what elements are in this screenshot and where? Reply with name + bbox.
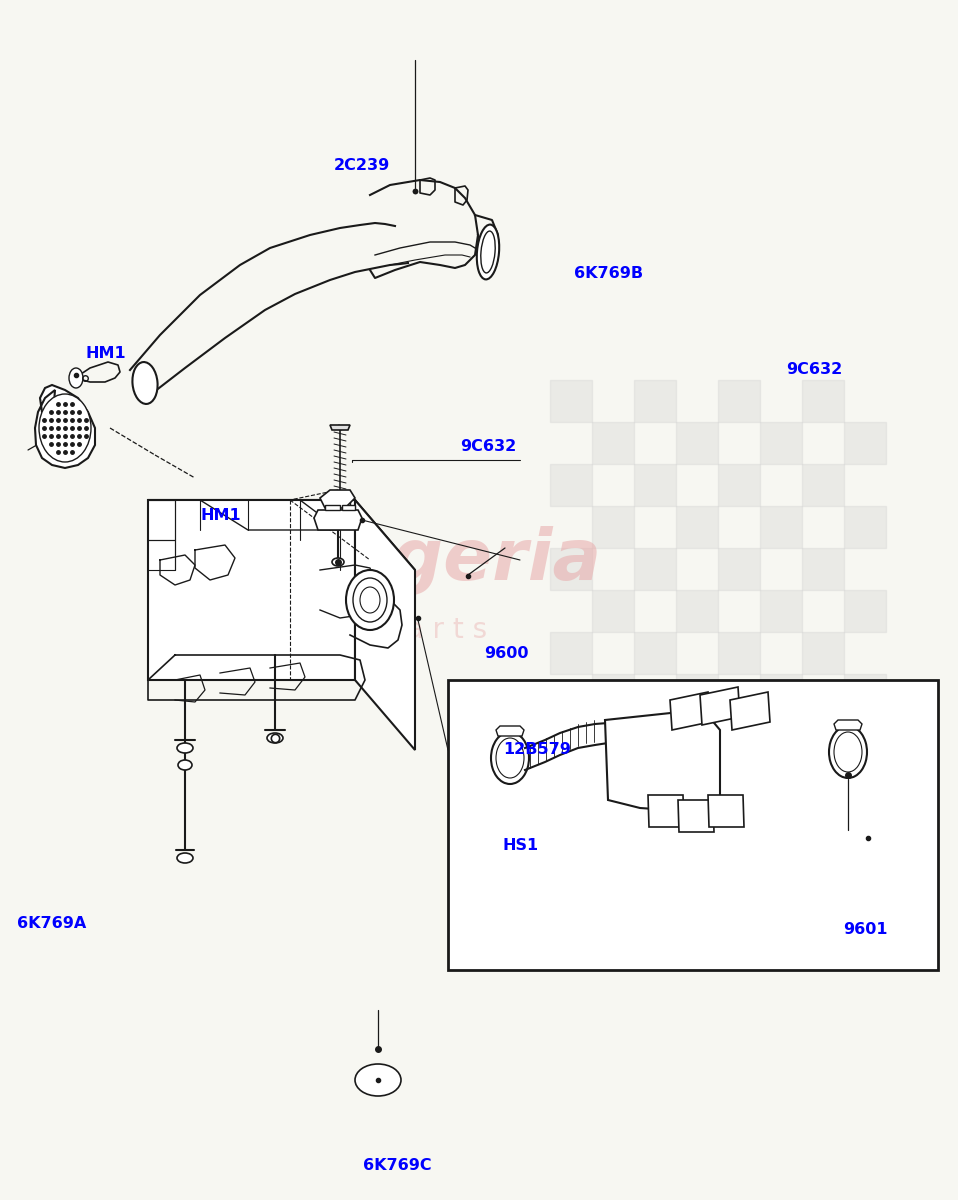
Bar xyxy=(844,674,886,716)
Bar xyxy=(550,464,592,506)
Bar xyxy=(760,590,802,632)
Bar xyxy=(592,422,634,464)
Polygon shape xyxy=(342,505,355,510)
Bar xyxy=(802,548,844,590)
Bar xyxy=(676,674,718,716)
Bar xyxy=(760,506,802,548)
Text: 6K769B: 6K769B xyxy=(574,266,643,281)
Polygon shape xyxy=(355,500,415,750)
Bar xyxy=(844,422,886,464)
Bar xyxy=(718,548,760,590)
Ellipse shape xyxy=(477,224,499,280)
Ellipse shape xyxy=(361,1068,395,1092)
Bar xyxy=(550,632,592,674)
Bar xyxy=(592,506,634,548)
Bar xyxy=(676,590,718,632)
Bar xyxy=(718,380,760,422)
Bar xyxy=(634,548,676,590)
Ellipse shape xyxy=(368,1073,388,1087)
Polygon shape xyxy=(330,425,350,430)
Ellipse shape xyxy=(332,558,344,566)
Polygon shape xyxy=(605,712,720,812)
Polygon shape xyxy=(708,794,744,827)
Bar xyxy=(550,380,592,422)
Ellipse shape xyxy=(355,1064,401,1096)
Ellipse shape xyxy=(177,743,193,754)
Bar xyxy=(802,380,844,422)
Polygon shape xyxy=(670,692,710,730)
Text: HS1: HS1 xyxy=(503,839,539,853)
Polygon shape xyxy=(648,794,684,827)
Ellipse shape xyxy=(132,362,157,404)
Bar xyxy=(448,680,938,970)
Polygon shape xyxy=(314,510,362,530)
Polygon shape xyxy=(148,500,355,680)
Ellipse shape xyxy=(374,1078,382,1082)
Text: 9C632: 9C632 xyxy=(461,439,516,454)
Text: HM1: HM1 xyxy=(85,347,125,361)
Bar xyxy=(634,464,676,506)
Polygon shape xyxy=(834,720,862,730)
Bar xyxy=(844,506,886,548)
Ellipse shape xyxy=(69,368,83,388)
Bar xyxy=(802,464,844,506)
Ellipse shape xyxy=(177,853,193,863)
Ellipse shape xyxy=(39,394,91,462)
Text: 6K769C: 6K769C xyxy=(363,1158,432,1174)
Bar xyxy=(550,548,592,590)
Ellipse shape xyxy=(481,232,495,272)
Polygon shape xyxy=(700,686,740,725)
Polygon shape xyxy=(35,385,95,468)
Bar xyxy=(592,590,634,632)
Text: 9C632: 9C632 xyxy=(787,362,842,377)
Ellipse shape xyxy=(353,578,387,622)
Bar xyxy=(718,464,760,506)
Text: HM1: HM1 xyxy=(200,509,240,523)
Bar xyxy=(802,632,844,674)
Bar xyxy=(718,632,760,674)
Polygon shape xyxy=(678,800,714,832)
Bar xyxy=(844,590,886,632)
Bar xyxy=(676,422,718,464)
Text: c a r   p a r t s: c a r p a r t s xyxy=(292,616,488,644)
Polygon shape xyxy=(148,500,415,570)
Ellipse shape xyxy=(178,760,192,770)
Bar xyxy=(760,674,802,716)
Bar xyxy=(676,506,718,548)
Ellipse shape xyxy=(267,733,283,743)
Text: 2C239: 2C239 xyxy=(334,158,390,173)
Text: salvageria: salvageria xyxy=(179,526,601,595)
Ellipse shape xyxy=(360,587,380,613)
Bar xyxy=(592,674,634,716)
Polygon shape xyxy=(320,490,355,508)
Polygon shape xyxy=(496,726,524,736)
Bar xyxy=(760,422,802,464)
Polygon shape xyxy=(325,505,340,510)
Text: 12B579: 12B579 xyxy=(503,743,571,757)
Polygon shape xyxy=(730,692,770,730)
Text: 9601: 9601 xyxy=(843,923,887,937)
Bar xyxy=(634,380,676,422)
Text: 9600: 9600 xyxy=(484,647,528,661)
Bar xyxy=(634,632,676,674)
Text: 6K769A: 6K769A xyxy=(17,917,86,931)
Ellipse shape xyxy=(346,570,394,630)
